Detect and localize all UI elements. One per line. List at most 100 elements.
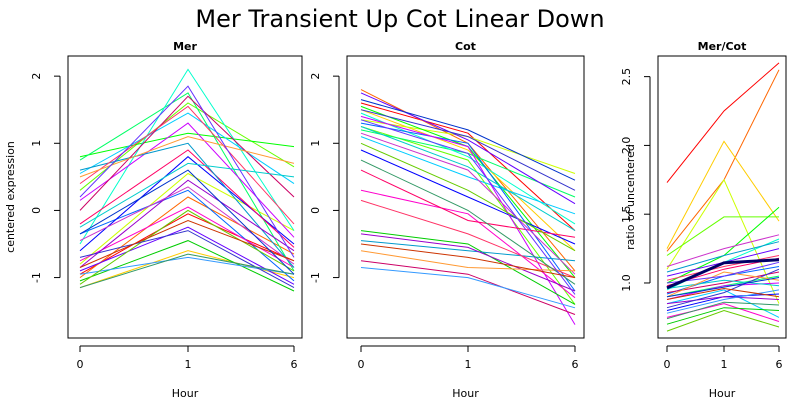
panel-3: Mer/Cot 0 1 6 1.0 1.5 2.0 2.5 Hour ratio of uncen… — [620, 40, 787, 400]
series-line — [79, 169, 295, 275]
x-tick-label: 6 — [776, 358, 783, 371]
series-line — [360, 250, 576, 272]
x-axis-title: Hour — [709, 387, 736, 400]
series-line — [360, 142, 576, 252]
series-line — [666, 301, 780, 320]
x-tick-label: 0 — [77, 358, 84, 371]
y-tick-label: 1 — [309, 140, 322, 147]
series-line — [360, 230, 576, 305]
series-line — [666, 216, 779, 256]
x-tick-label: 1 — [185, 358, 192, 371]
series-line — [79, 162, 295, 228]
series-line — [79, 256, 295, 275]
series-line — [79, 196, 295, 279]
y-tick-label: 2 — [309, 73, 322, 80]
series-line — [666, 296, 780, 305]
plot-frame — [657, 55, 787, 339]
series-line — [79, 142, 295, 268]
series-line — [79, 213, 295, 275]
series-line — [360, 115, 576, 325]
y-tick-label: 0 — [309, 207, 322, 214]
series-line — [79, 136, 295, 178]
panel-2: Cot 0 1 6 -1 0 1 2 Hour — [309, 40, 585, 400]
y-tick-label: 1.0 — [620, 274, 633, 292]
y-axis-title: centered expression — [4, 141, 17, 253]
series-line — [79, 92, 295, 272]
x-tick-label: 6 — [291, 358, 298, 371]
series-line — [79, 112, 295, 185]
series-line — [79, 253, 295, 289]
series-line — [79, 95, 295, 211]
y-tick-label: -1 — [30, 272, 43, 283]
series-line — [360, 159, 576, 285]
series-line — [360, 102, 576, 231]
y-tick-label: 1 — [30, 140, 43, 147]
panel-title: Mer — [173, 40, 197, 53]
series-line — [79, 240, 295, 292]
series-line — [360, 136, 576, 215]
series-line — [360, 243, 576, 279]
series-line — [666, 271, 780, 294]
series-line — [360, 122, 576, 292]
series-line — [666, 69, 780, 252]
series-line — [666, 287, 780, 300]
series-line — [79, 85, 295, 258]
panel-1: Mer 0 1 6 -1 0 1 2 Hour centered expression — [4, 40, 303, 400]
series-line — [360, 119, 576, 295]
series-line — [79, 68, 295, 245]
series-line — [666, 234, 780, 267]
series-line — [79, 186, 295, 265]
panel-title: Cot — [455, 40, 476, 53]
y-tick-label: -1 — [309, 272, 322, 283]
x-tick-label: 1 — [465, 358, 472, 371]
x-tick-label: 0 — [664, 358, 671, 371]
series-line — [666, 271, 780, 298]
panels: Mer 0 1 6 -1 0 1 2 Hour centered expression Cot 0 1 6… — [4, 40, 787, 400]
series-line — [360, 99, 576, 181]
y-tick-label: 2.5 — [620, 68, 633, 86]
y-tick-label: 2 — [30, 73, 43, 80]
x-axis-title: Hour — [452, 387, 479, 400]
plot-frame — [67, 55, 303, 339]
x-tick-label: 1 — [721, 358, 728, 371]
series-line — [360, 149, 576, 245]
x-tick-label: 0 — [358, 358, 365, 371]
series-line — [360, 267, 576, 309]
x-tick-label: 6 — [572, 358, 579, 371]
series-line — [666, 255, 780, 281]
series-line — [360, 260, 576, 315]
series-line — [79, 105, 295, 225]
series-line — [360, 169, 576, 238]
series-line — [79, 209, 295, 285]
series-line — [360, 240, 576, 262]
series-line — [79, 132, 295, 158]
panel-title: Mer/Cot — [698, 40, 747, 53]
series-line — [666, 289, 780, 318]
series-line — [79, 230, 295, 289]
series-line — [360, 126, 576, 232]
x-axis-title: Hour — [172, 387, 199, 400]
series-line — [666, 277, 780, 298]
series-line — [79, 149, 295, 248]
series-line — [79, 226, 295, 285]
y-tick-label: 2.0 — [620, 137, 633, 155]
series-line — [360, 199, 576, 279]
series-line — [666, 62, 780, 183]
series-line — [666, 279, 780, 289]
series-line — [360, 109, 576, 191]
series-line — [360, 132, 576, 275]
figure-title: Mer Transient Up Cot Linear Down — [195, 5, 604, 33]
series-line — [666, 140, 780, 249]
y-tick-label: 0 — [30, 207, 43, 214]
series-line — [79, 179, 295, 268]
series-line — [666, 241, 780, 273]
series-line — [666, 289, 780, 314]
series-line — [360, 109, 576, 252]
series-line — [666, 307, 780, 325]
series-line — [360, 92, 576, 205]
series-line — [79, 219, 295, 268]
y-axis-title: ratio of uncentered — [624, 144, 637, 250]
mean-line — [666, 258, 780, 290]
series-line — [360, 233, 576, 292]
